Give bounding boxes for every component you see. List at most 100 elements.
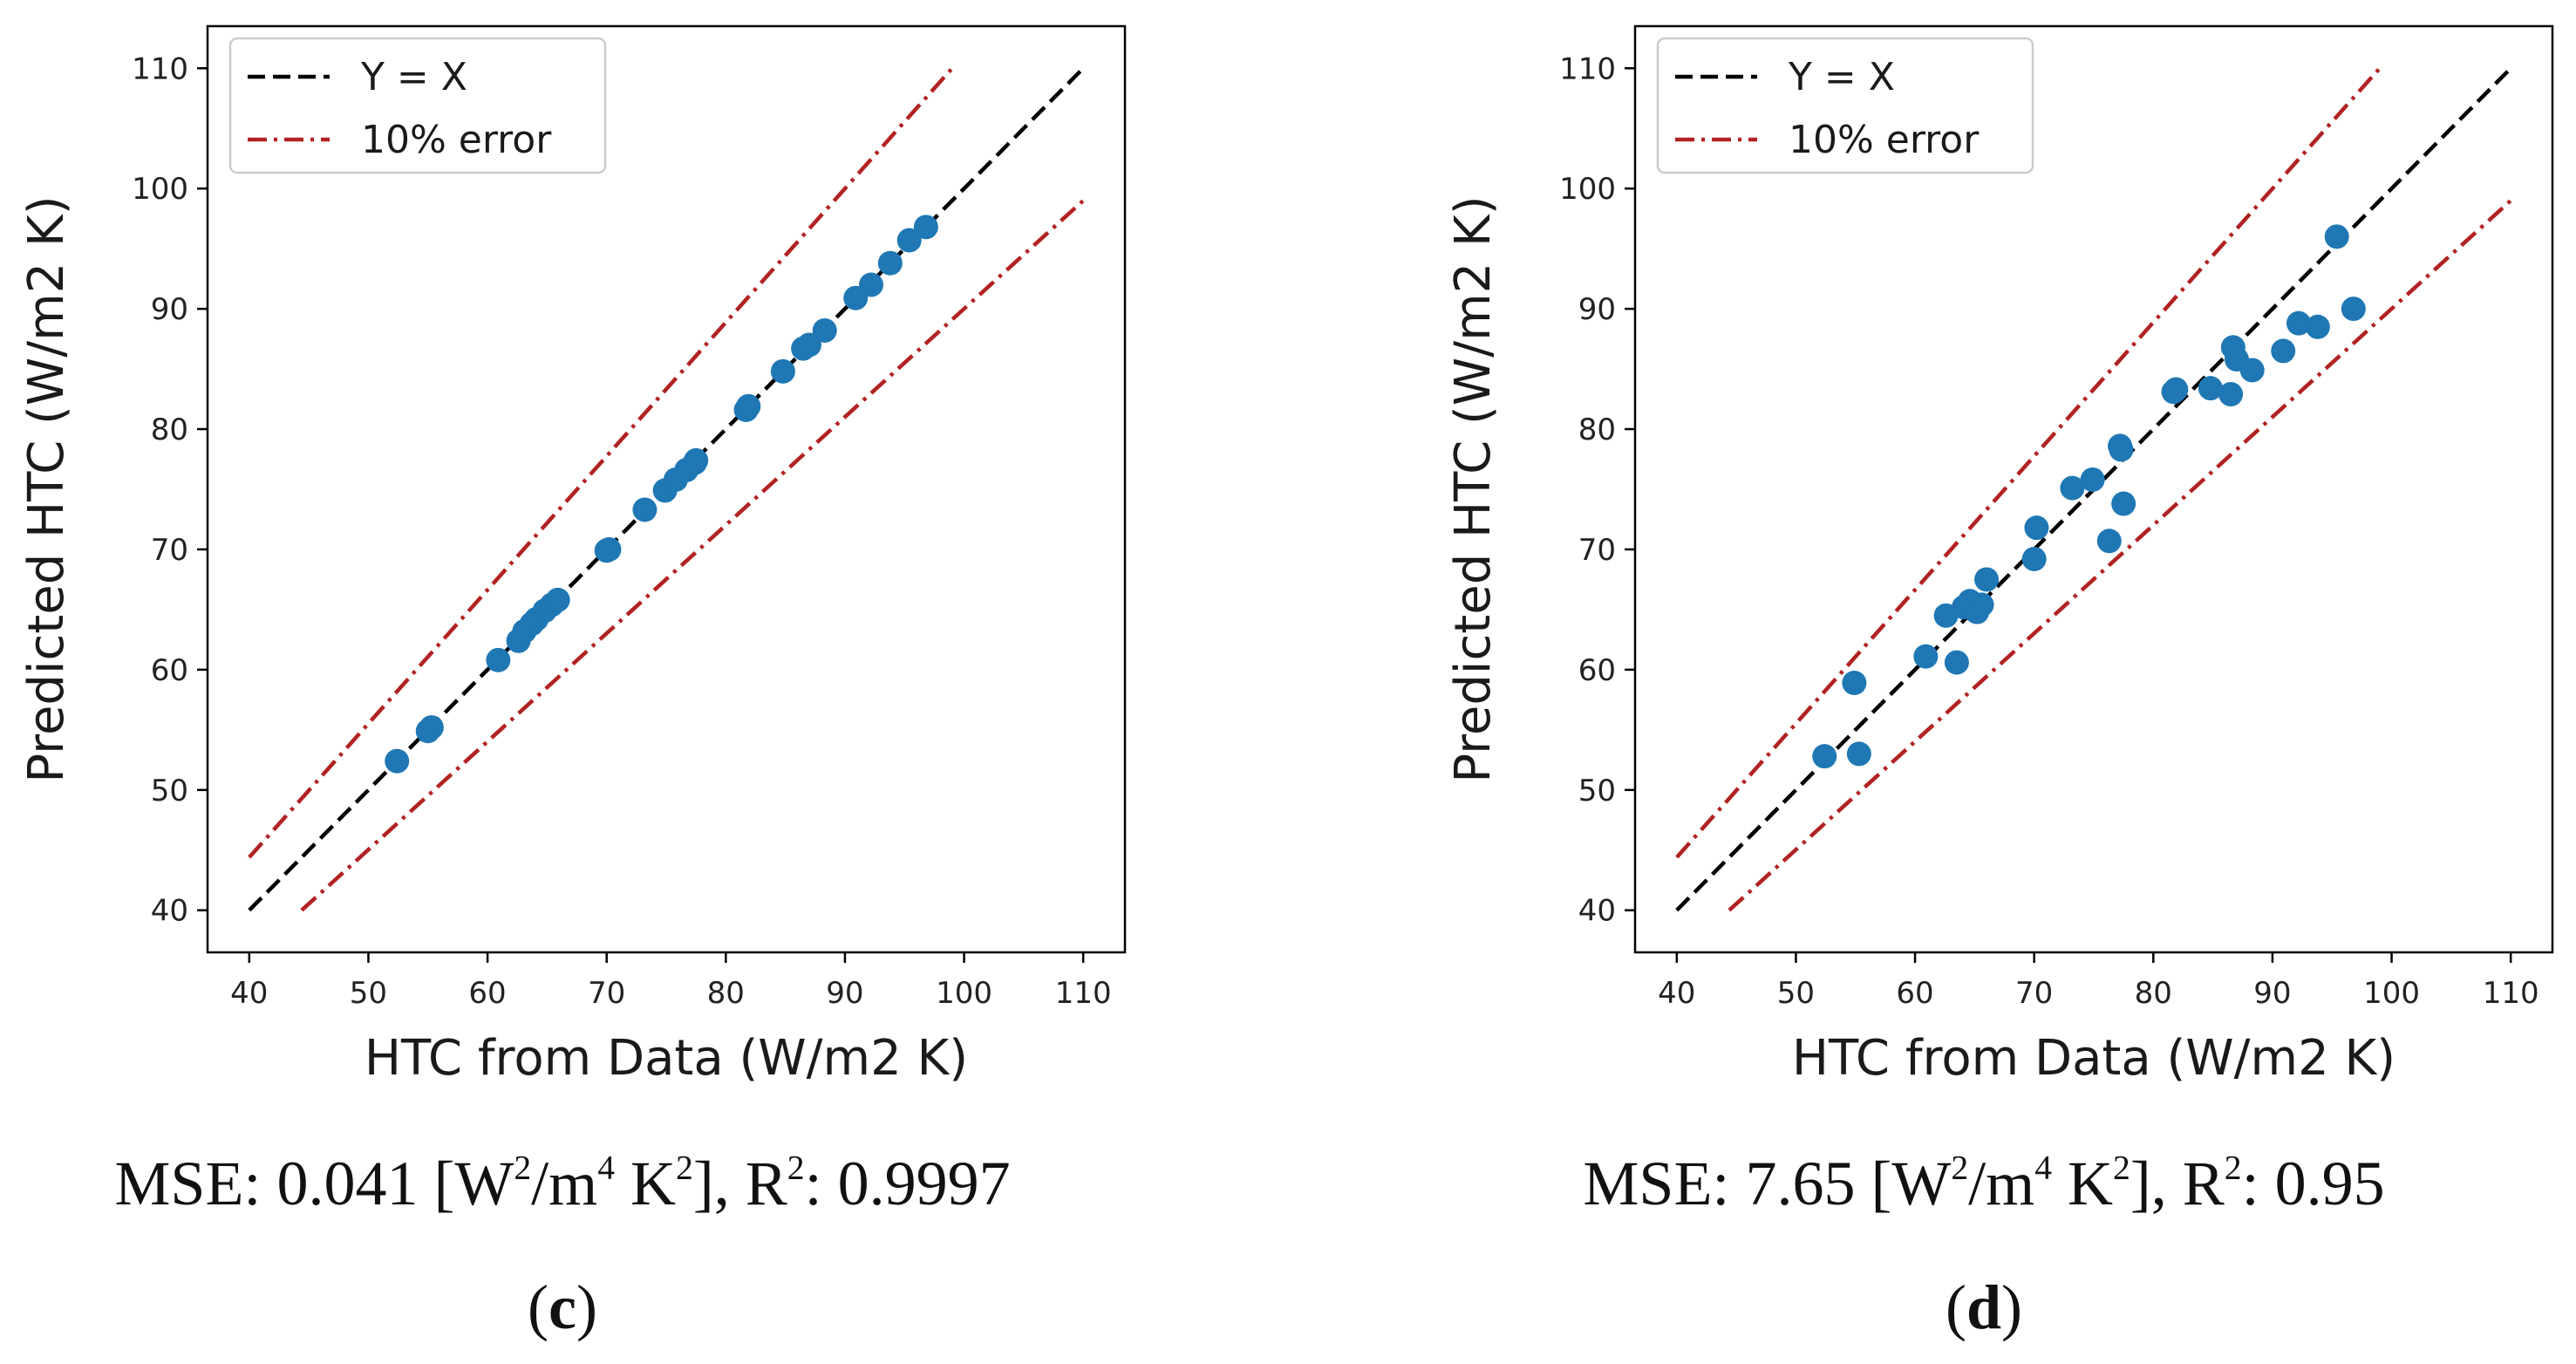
y-tick-label: 70: [151, 533, 188, 568]
x-tick-label: 100: [2363, 976, 2420, 1011]
data-point: [736, 393, 761, 419]
y-tick-label: 100: [132, 172, 188, 207]
x-tick-label: 90: [826, 976, 863, 1011]
data-point: [2164, 377, 2189, 402]
y-tick-label: 80: [151, 413, 188, 447]
data-point: [1812, 744, 1837, 769]
data-point: [545, 587, 570, 612]
data-point: [684, 447, 709, 473]
data-point: [2286, 310, 2311, 336]
y-tick-label: 60: [151, 653, 188, 688]
data-point: [2109, 437, 2134, 462]
w-exponent-c: 2: [514, 1148, 532, 1187]
y-tick-label: 40: [151, 894, 188, 929]
x-tick-label: 110: [2483, 976, 2539, 1011]
data-point: [1846, 741, 1871, 767]
data-point: [2198, 376, 2223, 401]
data-point: [632, 497, 658, 522]
x-tick-label: 110: [1055, 976, 1112, 1011]
y-tick-label: 90: [1578, 292, 1616, 327]
x-tick-label: 100: [936, 976, 992, 1011]
data-point: [796, 332, 821, 358]
data-point: [913, 215, 938, 240]
data-point: [1913, 644, 1939, 669]
r2-label-c: ], R: [692, 1149, 787, 1218]
x-tick-label: 80: [2135, 976, 2172, 1011]
x-axis-label: HTC from Data (W/m2 K): [365, 1030, 968, 1087]
data-point: [385, 748, 410, 774]
upper-error-line: [1675, 66, 2382, 859]
data-point: [2239, 358, 2265, 383]
data-point: [812, 317, 837, 343]
k-exponent-c: 2: [675, 1148, 693, 1187]
r2-label-d: ], R: [2130, 1149, 2225, 1218]
y-tick-label: 100: [1559, 172, 1616, 207]
data-point: [2080, 467, 2105, 492]
data-point: [596, 536, 622, 562]
y-tick-label: 50: [1578, 774, 1616, 808]
data-point: [2324, 224, 2349, 249]
data-point: [770, 358, 795, 384]
data-point: [896, 228, 922, 253]
data-point: [1974, 567, 2000, 592]
y-tick-label: 60: [1578, 653, 1616, 688]
y-tick-label: 50: [151, 774, 188, 808]
x-tick-label: 90: [2253, 976, 2291, 1011]
metrics-caption-c: MSE: 0.041 [W2/m4 K2], R2: 0.9997: [0, 1148, 1125, 1220]
mse-label-c: MSE: 0.041 [W: [114, 1149, 515, 1218]
r2-value-d: : 0.95: [2241, 1149, 2385, 1218]
data-point: [2218, 382, 2244, 407]
data-point: [486, 647, 511, 672]
lower-error-line: [1728, 199, 2512, 912]
k-exponent-d: 2: [2112, 1148, 2130, 1187]
data-point: [2096, 529, 2122, 554]
panel-label-c: (c): [528, 1272, 597, 1342]
data-point: [877, 250, 903, 276]
legend-identity-label: Y = X: [360, 55, 467, 99]
upper-error-line: [248, 66, 954, 859]
x-tick-label: 80: [707, 976, 745, 1011]
m-unit-c: /m: [531, 1149, 598, 1218]
y-tick-label: 40: [1578, 894, 1616, 929]
metrics-caption-d: MSE: 7.65 [W2/m4 K2], R2: 0.95: [1421, 1148, 2546, 1220]
y-axis-label: Predicted HTC (W/m2 K): [1445, 195, 1502, 782]
mse-label-d: MSE: 7.65 [W: [1583, 1149, 1952, 1218]
chart-panel-c: 40 50 60 70 80 90 100 110 40 50 60 70 80 90 100 110 HTC …: [18, 24, 1127, 1087]
m-exponent-c: 4: [597, 1148, 615, 1187]
x-tick-label: 50: [1777, 976, 1815, 1011]
r-exponent-c: 2: [787, 1148, 805, 1187]
data-point: [1944, 650, 1969, 675]
panel-letter-c: c: [549, 1272, 576, 1342]
k-unit-c: K: [614, 1149, 676, 1218]
x-tick-label: 70: [588, 976, 625, 1011]
x-tick-label: 70: [2015, 976, 2053, 1011]
m-exponent-d: 4: [2034, 1148, 2052, 1187]
panel-letter-d: d: [1966, 1272, 2002, 1342]
data-point: [858, 272, 883, 297]
data-point: [2305, 314, 2330, 339]
data-point: [1969, 592, 1994, 617]
m-unit-d: /m: [1968, 1149, 2035, 1218]
legend-error-label: 10% error: [1789, 118, 1980, 162]
y-tick-label: 110: [132, 51, 188, 86]
r2-value-c: : 0.9997: [804, 1149, 1011, 1218]
data-point: [2341, 297, 2366, 322]
k-unit-d: K: [2051, 1149, 2113, 1218]
data-point: [2271, 338, 2296, 364]
r-exponent-d: 2: [2224, 1148, 2242, 1187]
data-point: [2060, 475, 2085, 501]
x-tick-label: 40: [1658, 976, 1695, 1011]
data-point: [419, 715, 444, 740]
w-exponent-d: 2: [1951, 1148, 1969, 1187]
data-point: [2111, 491, 2136, 516]
y-tick-label: 70: [1578, 533, 1616, 568]
y-axis-label: Predicted HTC (W/m2 K): [18, 195, 75, 782]
x-tick-label: 50: [350, 976, 387, 1011]
x-tick-label: 40: [230, 976, 268, 1011]
panel-label-d: (d): [1945, 1272, 2022, 1342]
y-tick-label: 110: [1559, 51, 1616, 86]
lower-error-line: [300, 199, 1085, 912]
y-tick-label: 90: [151, 292, 188, 327]
x-axis-label: HTC from Data (W/m2 K): [1792, 1030, 2395, 1087]
